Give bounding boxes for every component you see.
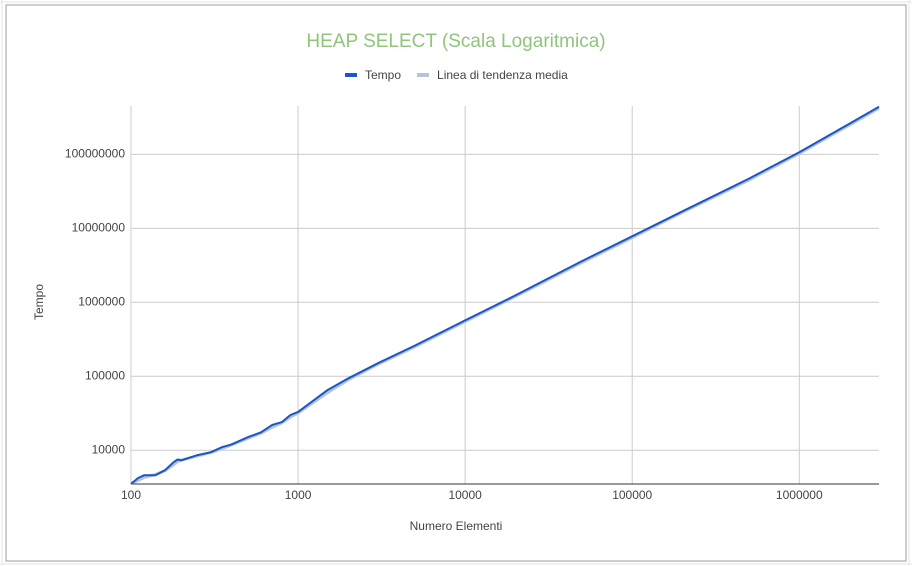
legend: Tempo Linea di tendenza media bbox=[345, 68, 568, 82]
y-axis-title: Tempo bbox=[32, 284, 46, 320]
legend-label: Linea di tendenza media bbox=[437, 68, 568, 82]
x-tick-label: 1000 bbox=[285, 488, 312, 502]
x-tick-label: 1000000 bbox=[776, 488, 823, 502]
y-tick-label: 10000000 bbox=[72, 220, 126, 234]
y-tick-label: 10000 bbox=[92, 442, 126, 456]
x-axis-title: Numero Elementi bbox=[410, 519, 503, 533]
legend-swatch bbox=[417, 73, 430, 77]
data-line bbox=[130, 105, 880, 485]
x-tick-label: 10000 bbox=[448, 488, 482, 502]
legend-swatch bbox=[345, 73, 357, 77]
y-tick-label: 100000 bbox=[85, 368, 125, 382]
chart-frame bbox=[5, 4, 907, 562]
x-tick-label: 100000 bbox=[612, 488, 652, 502]
chart-title: HEAP SELECT (Scala Logaritmica) bbox=[306, 31, 605, 52]
x-tick-label: 100 bbox=[121, 488, 141, 502]
y-tick-label: 100000000 bbox=[65, 146, 125, 160]
legend-label: Tempo bbox=[365, 68, 401, 82]
y-tick-label: 1000000 bbox=[78, 294, 125, 308]
